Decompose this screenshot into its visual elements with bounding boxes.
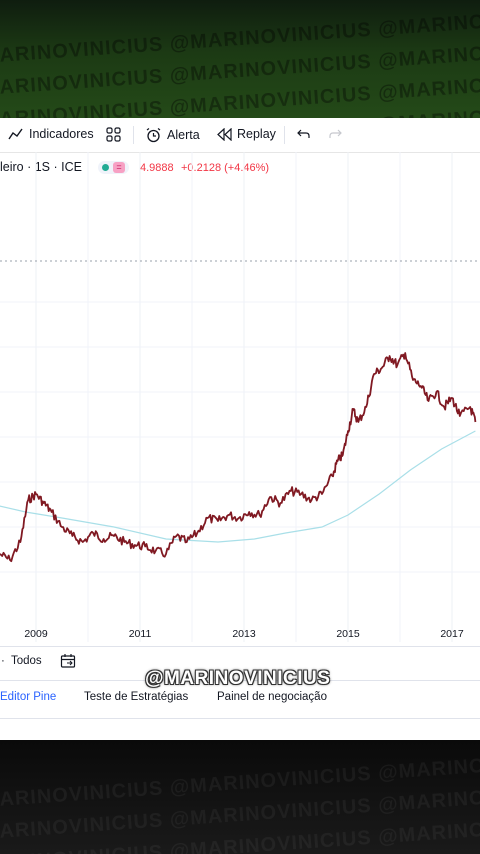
- alert-label: Alerta: [167, 128, 200, 142]
- toolbar-divider: [133, 126, 134, 144]
- toolbar-divider: [284, 126, 285, 144]
- grid-icon: [106, 127, 121, 142]
- rewind-icon: [217, 127, 232, 141]
- replay-label: Replay: [237, 127, 276, 141]
- x-tick-label: 2009: [24, 628, 48, 640]
- x-tick-label: 2013: [232, 628, 256, 640]
- market-status-badge[interactable]: =: [97, 160, 129, 174]
- undo-button[interactable]: [296, 127, 311, 140]
- panel-bottom-border: [0, 718, 480, 719]
- price-series-line: [0, 352, 477, 563]
- x-axis-ticks: 2009 2011 2013 2015 2017: [24, 628, 464, 640]
- price-chart[interactable]: 2009 2011 2013 2015 2017: [0, 152, 480, 662]
- tab-pine-editor[interactable]: Editor Pine: [0, 691, 57, 703]
- moving-average-line: [0, 430, 476, 543]
- top-watermark-band: @MARINOVINICIUS @MARINOVINICIUS @MARINOV…: [0, 0, 480, 118]
- watermark-handle: @MARINOVINICIUS: [145, 668, 331, 689]
- range-all-button[interactable]: Todos: [11, 655, 42, 667]
- symbol-title[interactable]: leiro · 1S · ICE: [0, 160, 82, 174]
- x-tick-label: 2015: [336, 628, 360, 640]
- market-open-dot-icon: [101, 163, 109, 171]
- indicators-icon: [8, 128, 23, 140]
- alert-button[interactable]: Alerta: [145, 127, 200, 143]
- indicators-label: Indicadores: [29, 127, 94, 141]
- price-change: +0.2128 (+4.46%): [181, 162, 270, 174]
- x-tick-label: 2017: [440, 628, 464, 640]
- axis-divider: [0, 646, 480, 647]
- date-range-button[interactable]: [60, 653, 76, 672]
- alarm-clock-icon: [146, 128, 161, 143]
- symbol-legend: leiro · 1S · ICE =: [0, 160, 129, 174]
- redo-icon: [329, 129, 342, 138]
- replay-button[interactable]: Replay: [217, 127, 276, 141]
- bottom-watermark-band: @MARINOVINICIUS @MARINOVINICIUS @MARINOV…: [0, 740, 480, 854]
- templates-button[interactable]: [106, 127, 121, 142]
- undo-icon: [297, 129, 310, 138]
- chart-panel: Indicadores Alerta Replay: [0, 118, 480, 740]
- x-tick-label: 2011: [129, 628, 152, 640]
- redo-button[interactable]: [328, 127, 343, 140]
- top-toolbar: Indicadores Alerta Replay: [0, 118, 480, 153]
- calendar-icon: [60, 654, 76, 668]
- tab-strategy-tester[interactable]: Teste de Estratégias: [84, 691, 189, 703]
- equals-flag-icon: =: [112, 161, 125, 173]
- chart-grid: [0, 152, 480, 642]
- indicators-button[interactable]: Indicadores: [8, 127, 94, 141]
- range-separator: ·: [1, 655, 5, 667]
- tabs-divider: [0, 680, 480, 681]
- last-price: 4.9888: [140, 162, 174, 174]
- tab-trading-panel[interactable]: Painel de negociação: [217, 691, 327, 703]
